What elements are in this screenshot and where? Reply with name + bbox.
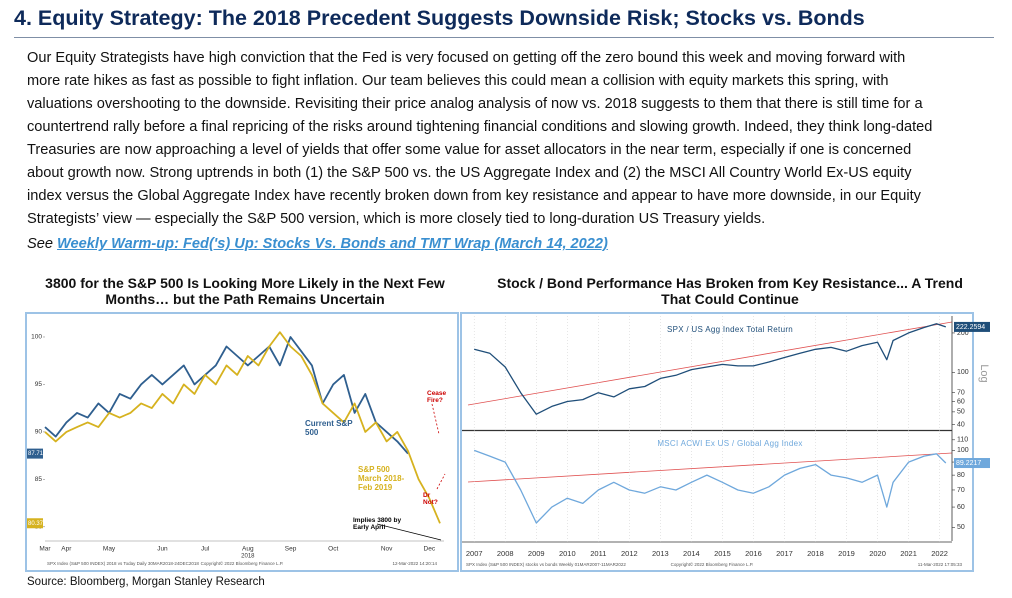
annotation-arrow: [436, 473, 446, 490]
x-tick-label: Apr: [61, 546, 72, 553]
y-tick-label: 100: [957, 447, 969, 454]
report-link[interactable]: Weekly Warm-up: Fed('s) Up: Stocks Vs. B…: [57, 236, 608, 252]
x-tick-label: 2017: [776, 549, 793, 558]
last-value-label: 87.71: [28, 451, 44, 457]
chart-frame: 2007 2008 2009 2010 2011 2012 2013 2014 2015 2016…: [460, 312, 990, 572]
x-tick-label: Aug: [242, 546, 254, 553]
series-label: S&P 500 March 2018-Feb 2019: [358, 465, 405, 492]
x-tick-label: Mar: [39, 546, 51, 553]
y-tick-label: 50: [957, 524, 965, 531]
trend-line: [467, 321, 953, 406]
footnote: SPX Index (S&P 500 INDEX) 2018 vs Today …: [47, 561, 199, 566]
x-tick-label: 2009: [528, 549, 545, 558]
body-line: valuations overshooting to the downside.…: [27, 96, 923, 112]
footnote: Copyright© 2022 Bloomberg Finance L.P.: [201, 560, 284, 566]
x-tick-label: Nov: [381, 546, 393, 553]
see-line: See Weekly Warm-up: Fed('s) Up: Stocks V…: [27, 236, 608, 252]
annotation: Implies 3800 by Early April: [353, 517, 402, 532]
y-tick-label: 95: [35, 381, 43, 388]
x-tick-label: May: [103, 546, 116, 553]
footnote: Copyright© 2022 Bloomberg Finance L.P.: [671, 561, 754, 567]
x-tick-label: 2010: [559, 549, 576, 558]
y-tick-label: 85: [35, 476, 43, 483]
y-tick-label: 70: [957, 487, 965, 494]
scale-label: Log: [978, 364, 990, 382]
x-tick-label: 2013: [652, 549, 669, 558]
x-tick-label: Oct: [328, 546, 338, 553]
body-line: about growth now. Strong uptrends in bot…: [27, 165, 912, 181]
x-tick-label: Sep: [285, 546, 297, 553]
y-tick-label: 100: [957, 369, 969, 376]
y-tick-label: 70: [957, 390, 965, 397]
x-tick-label: Jun: [157, 546, 168, 553]
x-tick-label: Jul: [201, 546, 210, 553]
x-tick-label: Dec: [424, 546, 436, 553]
last-value-box: [954, 321, 990, 332]
source-note: Source: Bloomberg, Morgan Stanley Resear…: [27, 576, 265, 588]
y-tick-label: 50: [957, 409, 965, 416]
x-year-label: 2018: [241, 554, 255, 560]
annotation: Cease Fire?: [427, 390, 447, 405]
y-tick-label: 200: [957, 330, 969, 337]
x-tick-label: 2012: [621, 549, 638, 558]
y-tick-label: 60: [957, 398, 965, 405]
section-title: 4. Equity Strategy: The 2018 Precedent S…: [14, 6, 865, 30]
y-tick-label: 60: [957, 504, 965, 511]
series-line: [473, 449, 947, 524]
x-tick-label: 2021: [900, 549, 917, 558]
last-value-box: [954, 458, 990, 469]
x-tick-label: 2015: [714, 549, 731, 558]
see-prefix: See: [27, 236, 53, 252]
series-label: Current S&P 500: [305, 419, 353, 437]
last-value-label: 89.2217: [956, 460, 981, 467]
body-line: Our Equity Strategists have high convict…: [27, 50, 906, 66]
series-line: [44, 336, 409, 455]
footnote: 12-Mar-2022 14:20:14: [392, 561, 437, 566]
chart-frame: 80859095100MarAprMayJunJulAug2018SepOctN…: [25, 312, 459, 572]
body-line: Treasuries are now approaching a level o…: [27, 142, 912, 158]
y-tick-label: 80: [957, 472, 965, 479]
y-tick-label: 110: [957, 437, 968, 444]
body-line: Strategists’ view — especially the S&P 5…: [27, 211, 766, 227]
chart-title: Stock / Bond Performance Has Broken from…: [497, 275, 963, 307]
x-tick-label: 2014: [683, 549, 700, 558]
trend-line: [467, 452, 953, 483]
chart: 2007 2008 2009 2010 2011 2012 2013 2014 2015 2016…: [462, 316, 990, 567]
x-tick-label: 2007: [466, 549, 483, 558]
annotation: Dr Not?: [423, 492, 438, 507]
panel-title: MSCI ACWI Ex US / Global Agg Index: [657, 439, 802, 448]
x-tick-label: 2011: [590, 549, 606, 558]
x-tick-label: 2020: [869, 549, 886, 558]
x-tick-label: 2018: [807, 549, 824, 558]
body-line: index versus the Global Aggregate Index …: [27, 188, 921, 204]
body-line: more rate hikes as fast as possible to f…: [27, 73, 889, 89]
title-rule: [14, 37, 994, 38]
footnote: 11-Mar-2022 17:05:33: [918, 562, 963, 567]
chart: 80859095100MarAprMayJunJulAug2018SepOctN…: [27, 331, 446, 566]
annotation-arrow: [376, 523, 442, 541]
body-line: countertrend rally before a final repric…: [27, 119, 933, 135]
series-line: [474, 323, 947, 415]
y-tick-label: 100: [31, 334, 42, 341]
series-line: [44, 331, 441, 524]
x-tick-label: 2022: [931, 549, 948, 558]
panel-title: SPX / US Agg Index Total Return: [667, 325, 793, 334]
last-value-box: [27, 518, 43, 529]
x-tick-label: 2019: [838, 549, 855, 558]
last-value-label: 80.37: [28, 521, 44, 527]
y-tick-label: 90: [35, 429, 43, 436]
last-value-label: 222.2594: [956, 324, 985, 331]
x-tick-label: 2016: [745, 549, 762, 558]
annotation-arrow: [431, 403, 440, 435]
x-tick-label: 2008: [497, 549, 514, 558]
footnote: SPX Index (S&P 500 INDEX) stocks vs bond…: [466, 562, 626, 567]
last-value-box: [27, 448, 43, 459]
chart-title: 3800 for the S&P 500 Is Looking More Lik…: [45, 275, 445, 307]
y-tick-label: 40: [957, 421, 965, 428]
